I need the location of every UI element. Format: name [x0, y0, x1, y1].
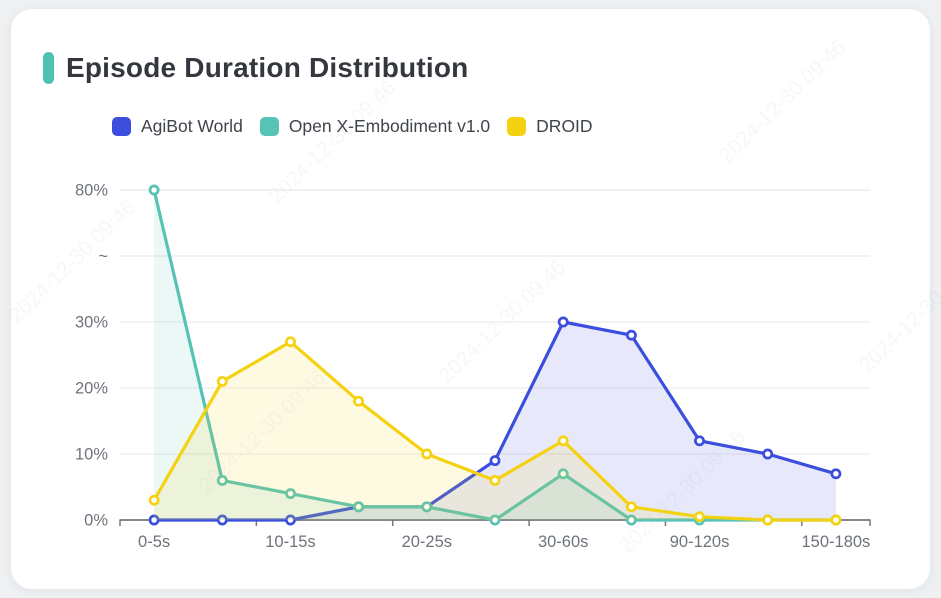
data-point[interactable]: [148, 184, 160, 196]
legend-item-agibot-world[interactable]: AgiBot World: [112, 116, 243, 137]
legend-item-open-x-embodiment[interactable]: Open X-Embodiment v1.0: [259, 116, 491, 137]
data-point[interactable]: [148, 494, 160, 506]
series-area: [154, 341, 836, 520]
chart-legend: AgiBot World Open X-Embodiment v1.0 DROI…: [112, 116, 593, 137]
data-point[interactable]: [830, 468, 842, 480]
data-point[interactable]: [830, 514, 842, 526]
data-point[interactable]: [489, 474, 501, 486]
data-point[interactable]: [489, 455, 501, 467]
legend-label: Open X-Embodiment v1.0: [288, 116, 491, 136]
data-point[interactable]: [557, 468, 569, 480]
page-title: Episode Duration Distribution: [66, 52, 469, 83]
y-tick-label: 80%: [75, 182, 108, 200]
data-point[interactable]: [285, 336, 296, 348]
data-point[interactable]: [625, 501, 637, 513]
y-tick-label: ~: [98, 248, 108, 266]
data-point[interactable]: [353, 501, 365, 513]
x-tick-label: 10-15s: [265, 533, 315, 551]
data-point[interactable]: [216, 474, 228, 486]
data-point[interactable]: [216, 375, 228, 387]
data-point[interactable]: [694, 435, 705, 447]
series-area: [154, 322, 836, 520]
data-point[interactable]: [285, 488, 296, 500]
x-tick-label: 30-60s: [538, 533, 588, 551]
legend-swatch-agibot-world-icon: [112, 117, 131, 136]
legend-item-droid[interactable]: DROID: [507, 116, 593, 137]
legend-label: AgiBot World: [141, 116, 243, 136]
y-tick-label: 10%: [75, 446, 108, 464]
legend-swatch-droid-icon: [507, 117, 527, 136]
data-point[interactable]: [625, 329, 637, 341]
data-point[interactable]: [557, 316, 569, 328]
data-point[interactable]: [489, 514, 501, 526]
series-area: [154, 190, 836, 520]
x-tick-label: 90-120s: [670, 533, 730, 551]
data-point[interactable]: [216, 514, 228, 526]
chart-header: Episode Duration Distribution: [43, 52, 468, 84]
legend-label: DROID: [536, 116, 593, 136]
x-tick-label: 150-180s: [802, 533, 871, 551]
chart-card: [10, 8, 931, 590]
data-point[interactable]: [694, 511, 705, 523]
data-point[interactable]: [762, 448, 774, 460]
y-tick-label: 30%: [75, 314, 108, 332]
y-tick-label: 20%: [75, 380, 108, 398]
data-point[interactable]: [557, 435, 569, 447]
data-point[interactable]: [421, 501, 433, 513]
data-point[interactable]: [625, 514, 637, 526]
data-point[interactable]: [762, 514, 774, 526]
data-point[interactable]: [353, 395, 365, 407]
title-accent-bar: [43, 52, 54, 84]
x-tick-label: 0-5s: [138, 533, 170, 551]
x-tick-label: 20-25s: [402, 533, 452, 551]
y-tick-label: 0%: [84, 512, 108, 530]
data-point[interactable]: [285, 514, 296, 526]
legend-swatch-open-x-embodiment-icon: [259, 117, 279, 136]
data-point[interactable]: [148, 514, 160, 526]
data-point[interactable]: [421, 448, 433, 460]
